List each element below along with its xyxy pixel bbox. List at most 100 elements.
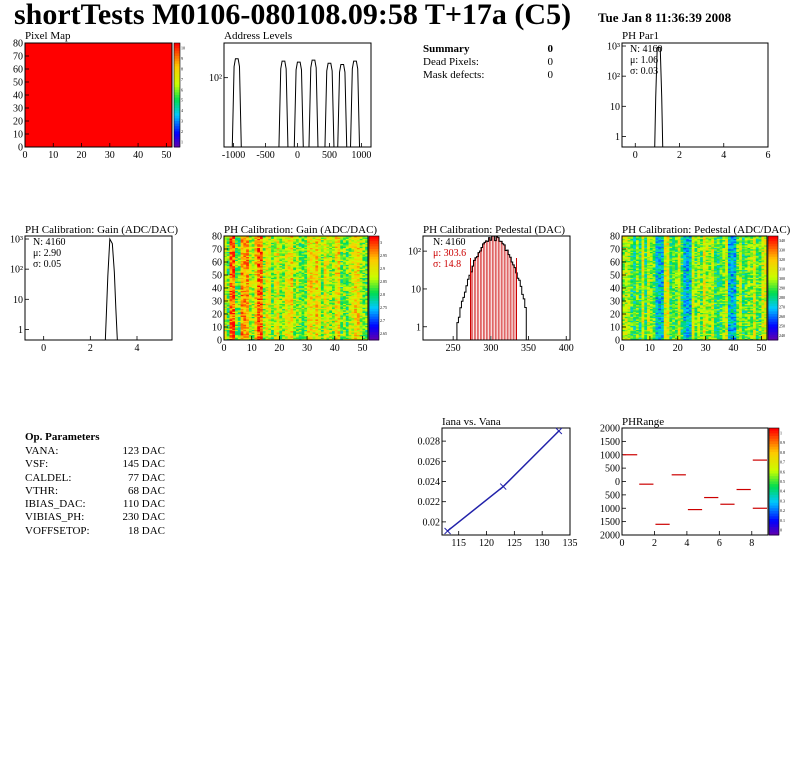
heatmap-cell (284, 249, 288, 251)
heatmap-cell (351, 271, 355, 273)
heatmap-cell (273, 306, 277, 308)
heatmap-cell (329, 254, 333, 256)
heatmap-cell (232, 264, 236, 267)
heatmap-cell (365, 311, 369, 313)
heatmap-cell (243, 277, 247, 280)
heatmap-cell (624, 317, 628, 320)
heatmap-cell (251, 325, 255, 328)
heatmap-cell (276, 327, 280, 329)
heatmap-cell (633, 271, 637, 273)
heatmap-cell (254, 303, 258, 306)
heatmap-cell (248, 289, 252, 291)
heatmap-cell (356, 316, 360, 319)
heatmap-cell (243, 327, 247, 329)
heatmap-cell (365, 251, 369, 254)
heatmap-cell (229, 278, 233, 281)
heatmap-cell (332, 273, 336, 276)
heatmap-cell (307, 323, 311, 325)
heatmap-cell (633, 284, 637, 286)
heatmap-cell (354, 238, 358, 241)
heatmap-cell (635, 241, 640, 243)
heatmap-cell (351, 251, 355, 254)
heatmap-cell (318, 328, 322, 330)
heatmap-cell (332, 297, 336, 299)
heatmap-cell (624, 265, 628, 268)
heatmap-cell (343, 285, 347, 287)
heatmap-cell (633, 323, 637, 325)
heatmap-cell (246, 272, 250, 274)
heatmap-cell (265, 325, 269, 328)
heatmap-cell (298, 288, 302, 290)
heatmap-cell (246, 294, 250, 297)
y-tick-label: 10³ (607, 42, 620, 53)
heatmap-cell (262, 268, 266, 271)
heatmap-cell (345, 241, 349, 243)
heatmap-cell (229, 275, 233, 277)
heatmap-cell (351, 260, 355, 263)
heatmap-cell (365, 239, 369, 242)
heatmap-cell (633, 334, 637, 337)
heatmap-cell (296, 288, 300, 290)
heatmap-cell (293, 314, 297, 316)
heatmap-cell (638, 310, 642, 312)
heatmap-cell (633, 333, 637, 336)
heatmap-cell (630, 247, 634, 250)
heatmap-cell (356, 306, 360, 308)
heatmap-cell (329, 299, 333, 302)
heatmap-cell (624, 303, 628, 306)
heatmap-cell (633, 304, 637, 307)
heatmap-cell (622, 278, 626, 281)
heatmap-cell (273, 284, 277, 286)
heatmap-cell (312, 320, 316, 323)
heatmap-cell (243, 275, 247, 277)
heatmap-cell (633, 315, 637, 317)
heatmap-cell (293, 298, 297, 300)
heatmap-cell (348, 275, 352, 277)
heatmap-cell (276, 250, 280, 252)
heatmap-cell (334, 254, 338, 256)
heatmap-cell (362, 337, 366, 339)
heatmap-cell (332, 275, 336, 277)
heatmap-cell (246, 301, 250, 303)
heatmap-cell (340, 312, 344, 315)
heatmap-cell (345, 259, 349, 261)
heatmap-cell (290, 256, 294, 259)
heatmap-cell (301, 247, 305, 250)
heatmap-cell (235, 265, 239, 268)
heatmap-cell (351, 256, 355, 259)
heatmap-cell (298, 312, 302, 315)
heatmap-cell (354, 334, 358, 337)
heatmap-cell (243, 333, 247, 336)
heatmap-cell (345, 327, 349, 329)
heatmap-cell (273, 245, 277, 247)
heatmap-cell (287, 250, 291, 252)
heatmap-cell (343, 289, 347, 291)
heatmap-cell (257, 294, 261, 297)
heatmap-cell (332, 328, 336, 330)
heatmap-cell (304, 315, 308, 317)
heatmap-cell (246, 329, 250, 332)
heatmap-cell (254, 285, 258, 287)
heatmap-cell (276, 236, 280, 238)
heatmap-cell (329, 330, 333, 333)
heatmap-cell (293, 246, 297, 248)
heatmap-cell (251, 258, 255, 260)
heatmap-cell (334, 251, 338, 254)
heatmap-cell (635, 268, 640, 271)
heatmap-cell (260, 332, 264, 334)
heatmap-cell (633, 307, 637, 310)
heatmap-cell (362, 298, 366, 300)
heatmap-cell (622, 330, 626, 333)
heatmap-cell (323, 272, 327, 274)
heatmap-cell (282, 314, 286, 316)
heatmap-cell (307, 320, 311, 323)
heatmap-cell (351, 282, 355, 285)
heatmap-cell (287, 243, 291, 246)
heatmap-cell (356, 239, 360, 242)
heatmap-cell (296, 278, 300, 281)
heatmap-cell (226, 327, 230, 329)
heatmap-cell (304, 293, 308, 295)
heatmap-cell (298, 297, 302, 299)
heatmap-cell (279, 297, 283, 299)
heatmap-cell (293, 329, 297, 332)
